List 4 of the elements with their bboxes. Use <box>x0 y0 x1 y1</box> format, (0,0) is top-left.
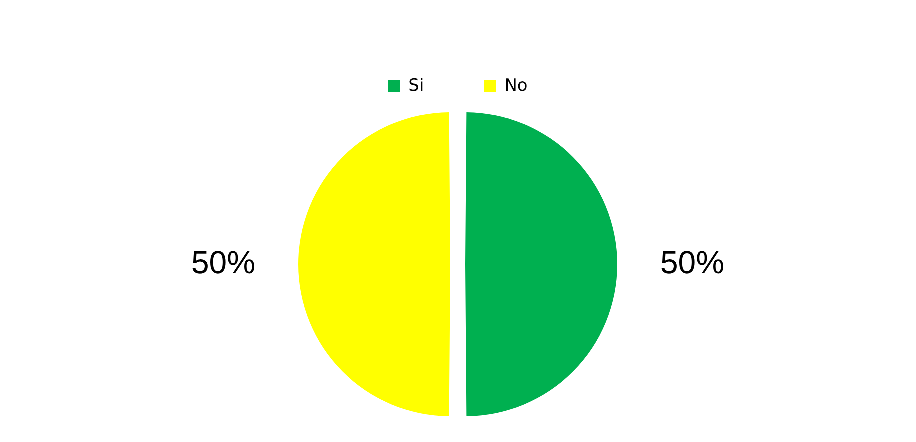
legend-label: Si <box>408 76 424 96</box>
data-label: 50% <box>191 244 256 280</box>
data-label: 50% <box>660 244 725 280</box>
legend-label: No <box>504 76 528 96</box>
